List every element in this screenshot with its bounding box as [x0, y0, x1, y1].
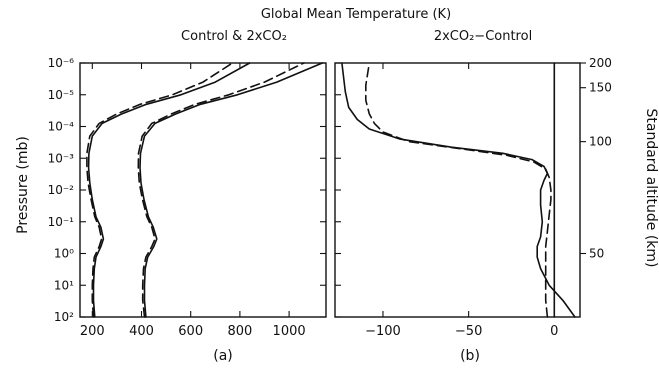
- y2-axis-label: Standard altitude (km): [643, 109, 659, 268]
- y2-tick-label: 50: [589, 247, 604, 261]
- y-tick-label: 10²: [54, 310, 74, 324]
- x-tick-label-a: 800: [227, 324, 252, 339]
- series-line-b-1: [365, 62, 552, 318]
- x-tick-label-a: 400: [129, 324, 154, 339]
- x-tick-label-b: 0: [550, 324, 558, 339]
- panel-b-ticks: −100 −50 0 200 150 100 50: [335, 56, 612, 339]
- x-tick-label-a: 200: [80, 324, 105, 339]
- y-tick-label: 10⁰: [54, 247, 74, 261]
- y2-tick-label: 100: [589, 135, 612, 149]
- series-line-a-1: [86, 62, 234, 318]
- panel-b: −100 −50 0 200 150 100 50 (b): [334, 56, 612, 364]
- y-tick-label: 10⁻²: [48, 183, 75, 197]
- y-tick-label: 10⁻⁵: [48, 88, 75, 102]
- series-line-a-0: [87, 62, 251, 318]
- series-line-a-3: [137, 62, 305, 318]
- y-tick-label: 10⁻⁶: [48, 56, 75, 70]
- panel-a-label: (a): [213, 348, 233, 364]
- panel-b-frame: [334, 62, 581, 318]
- panel-a-ticks: 200 400 600 800 1000 10⁻⁶ 10⁻⁵ 10⁻⁴ 10⁻³ 10⁻² 10⁻¹…: [48, 56, 326, 339]
- x-tick-label-b: −50: [455, 324, 482, 339]
- y-tick-label: 10⁻¹: [48, 215, 75, 229]
- panel-a-frame: [79, 62, 327, 318]
- y-tick-label: 10⁻³: [48, 151, 75, 165]
- y-tick-label: 10¹: [54, 278, 74, 292]
- y-axis-label: Pressure (mb): [15, 136, 31, 234]
- y2-tick-label: 150: [589, 81, 612, 95]
- x-tick-label-b: −100: [365, 324, 401, 339]
- panel-a-title: Control & 2xCO₂: [181, 29, 287, 44]
- x-tick-label-a: 1000: [273, 324, 306, 339]
- panel-b-title: 2xCO₂−Control: [434, 29, 532, 44]
- x-tick-label-a: 600: [178, 324, 203, 339]
- y-tick-label: 10⁻⁴: [48, 120, 75, 134]
- figure-title: Global Mean Temperature (K): [261, 7, 451, 22]
- panel-b-curves: [341, 62, 576, 318]
- series-line-b-0: [341, 62, 576, 318]
- panel-a-curves: [86, 62, 324, 318]
- panel-b-label: (b): [460, 348, 480, 364]
- series-line-a-2: [139, 62, 324, 318]
- panel-a: 200 400 600 800 1000 10⁻⁶ 10⁻⁵ 10⁻⁴ 10⁻³ 10⁻² 10⁻¹…: [48, 56, 327, 364]
- y2-tick-label: 200: [589, 56, 612, 70]
